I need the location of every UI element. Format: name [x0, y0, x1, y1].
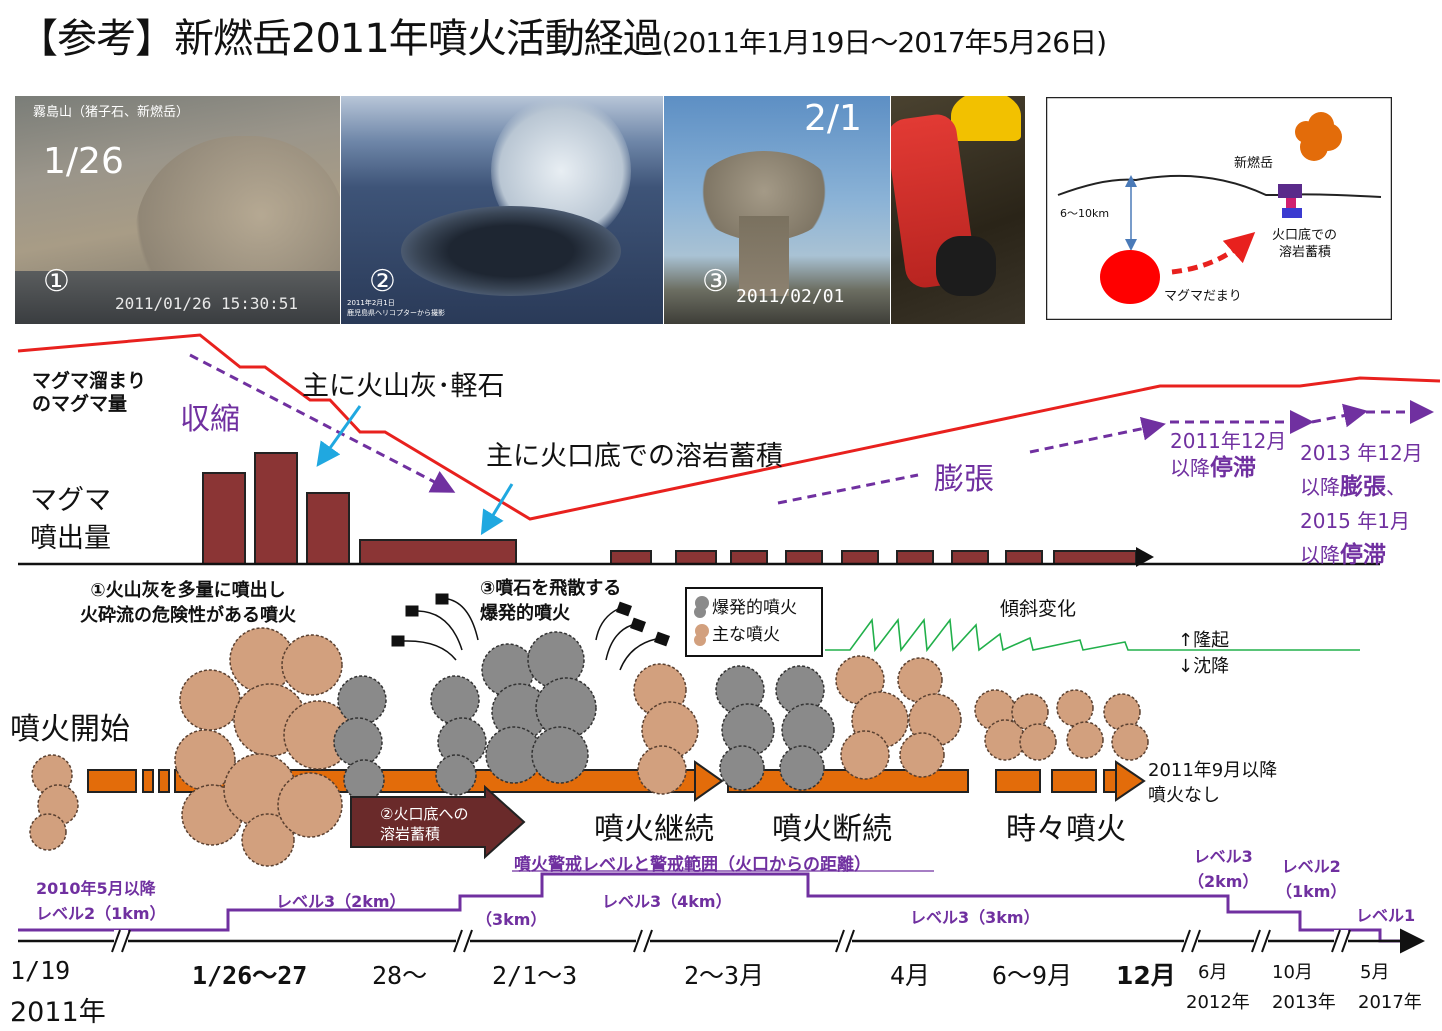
eruption-volume-label: マグマ 噴出量 [30, 485, 111, 554]
inset-chamber-label: マグマだまり [1164, 289, 1242, 304]
tick-may-2017: 5月 [1360, 962, 1390, 983]
activity-diagram: 爆発的噴火 主な噴火 [17, 333, 1441, 954]
tick-2017: 2017年 [1358, 992, 1422, 1013]
tick-jan26-27: 1/26～27 [192, 961, 308, 990]
tick-dec: 12月 [1116, 961, 1176, 990]
note-2015-word: 停滞 [1340, 542, 1386, 568]
note-2013-comma: 、 [1386, 475, 1406, 499]
tick-feb-mar: 2～3月 [684, 961, 765, 990]
legend-main: 主な噴火 [712, 625, 780, 645]
level-3-4km: レベル3（4km） [602, 892, 732, 911]
level-1: レベル1 [1356, 906, 1416, 925]
subsidence-label: ↓沈降 [1178, 656, 1230, 677]
tick-oct-2013: 10月 [1272, 962, 1313, 983]
magma-amount-line [17, 333, 1441, 521]
photo-1-stamp: 2011/01/26 15:30:51 [115, 294, 299, 313]
note-2015-text: 以降停滞 [1300, 538, 1423, 572]
lava-box-label: ②火口底への 溶岩蓄積 [380, 805, 469, 843]
tick-jun-2012: 6月 [1198, 962, 1228, 983]
tick-2013: 2013年 [1272, 992, 1336, 1013]
tilt-line [825, 617, 1360, 653]
photo-2-stamp-2: 鹿児島県ヘリコプターから撮影 [347, 309, 445, 317]
photo-3: 2/1 ③ 2011/02/01 [664, 96, 890, 324]
inset-volcano-label: 新燃岳 [1234, 155, 1273, 171]
title-main: 【参考】新燃岳2011年噴火活動経過 [18, 16, 663, 62]
photo-1-date: 1/26 [43, 141, 124, 182]
page-title: 【参考】新燃岳2011年噴火活動経過(2011年1月19日～2017年5月26日… [18, 6, 1107, 64]
stagnation-2011-date: 2011年12月 [1170, 429, 1287, 453]
photo-4 [891, 96, 1025, 324]
level-2-start: 2010年5月以降 レベル2（1km） [36, 879, 166, 923]
occasional-label: 時々噴火 [1006, 812, 1126, 847]
note-2015-date: 2015 年1月 [1300, 509, 1410, 533]
contraction-label: 収縮 [180, 402, 240, 437]
note-2013-since: 以降 [1300, 475, 1340, 499]
photo-3-stamp: 2011/02/01 [736, 286, 845, 307]
lava-accum-arrow [350, 784, 526, 860]
note-2013-text: 以降膨張、 [1300, 470, 1423, 504]
ash-pumice-label: 主に火山灰･軽石 [302, 371, 505, 402]
photo-2-number: ② [369, 264, 396, 299]
inset-diagram: 新燃岳 6～10km マグマだまり 火口底での溶岩蓄積 [1046, 97, 1392, 320]
plume-legend: 爆発的噴火 主な噴火 [685, 587, 823, 657]
alert-heading: 噴火警戒レベルと警戒範囲（火口からの距離） [514, 855, 871, 875]
continued-label: 噴火継続 [594, 812, 714, 847]
inset-accum-label: 火口底での溶岩蓄積 [1272, 227, 1337, 260]
stagnation-2011-since: 以降 [1170, 456, 1210, 480]
photo-2-stamp-1: 2011年2月1日 [347, 299, 395, 307]
photo-1-number: ① [43, 264, 70, 299]
photo-3-date: 2/1 [804, 98, 862, 139]
stagnation-2011-word: 停滞 [1210, 455, 1256, 481]
level-3-3km-a: （3km） [476, 910, 547, 929]
expansion-label: 膨張 [934, 462, 994, 497]
inset-depth-label: 6～10km [1060, 207, 1109, 220]
level-3-2km: レベル3（2km） [276, 892, 406, 911]
photo-2: ② 2011年2月1日 鹿児島県ヘリコプターから撮影 [341, 96, 663, 324]
magma-chamber [1100, 250, 1160, 304]
stagnation-2011-text: 以降停滞 [1170, 455, 1286, 482]
note-2013-2015: 2013 年12月 以降膨張、 2015 年1月 以降停滞 [1300, 436, 1423, 572]
uplift-label: ↑隆起 [1178, 630, 1230, 651]
tick-apr: 4月 [890, 961, 931, 990]
note-2015-since: 以降 [1300, 543, 1340, 567]
note-2013-date: 2013 年12月 [1300, 441, 1423, 465]
tick-jan19: 1/19 [10, 956, 71, 985]
note-ash-eruption: ①火山灰を多量に噴出し 火砕流の危険性がある噴火 [80, 580, 296, 626]
stagnation-2011: 2011年12月 以降停滞 [1170, 428, 1286, 482]
note-2013-word: 膨張 [1340, 474, 1386, 500]
explosive-eruption-plumes [333, 631, 835, 801]
note-explosive-eruption: ③噴石を飛散する 爆発的噴火 [480, 578, 622, 624]
photo-3-number: ③ [702, 264, 729, 299]
legend-explosive: 爆発的噴火 [712, 598, 797, 618]
tick-feb1-3: 2/1～3 [492, 961, 578, 990]
eruption-start-label: 噴火開始 [10, 712, 130, 747]
photo-1-caption: 霧島山（猪子石、新燃岳） [33, 105, 190, 120]
main-eruption-plumes [29, 627, 1149, 867]
ejecta [391, 593, 670, 671]
inset-plume [1295, 112, 1342, 161]
level-3-3km-b: レベル3（3km） [910, 908, 1040, 927]
no-eruption-label: 2011年9月以降 噴火なし [1148, 760, 1278, 806]
level-3-2km-b: レベル3 （2km） [1188, 847, 1259, 891]
title-period: (2011年1月19日～2017年5月26日) [661, 26, 1107, 59]
tick-2011: 2011年 [10, 997, 106, 1028]
level-2-1km: レベル2 （1km） [1276, 857, 1347, 901]
intermittent-label: 噴火断続 [772, 812, 892, 847]
photo-1: 霧島山（猪子石、新燃岳） 1/26 ① 2011/01/26 15:30:51 [15, 96, 340, 324]
tilt-label: 傾斜変化 [1000, 598, 1077, 620]
eruption-bars [202, 452, 1137, 565]
tick-jun-sep: 6～9月 [992, 961, 1073, 990]
lava-accum-label: 主に火口底での溶岩蓄積 [486, 441, 783, 472]
tick-2012: 2012年 [1186, 992, 1250, 1013]
magma-amount-label: マグマ溜まり のマグマ量 [32, 370, 147, 415]
tick-jan28: 28～ [372, 961, 428, 990]
